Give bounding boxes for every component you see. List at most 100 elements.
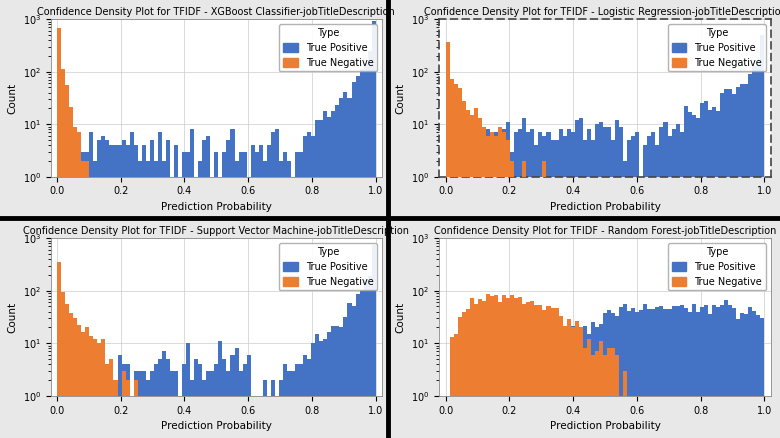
Bar (101, 380, 105, 438)
Bar (315, 334, 319, 438)
Bar (595, 327, 599, 438)
Bar (688, 112, 692, 438)
Bar (538, 132, 542, 438)
Bar (724, 300, 728, 438)
Legend: True Positive, True Negative: True Positive, True Negative (668, 243, 766, 290)
Bar (635, 311, 640, 438)
Bar (109, 359, 113, 438)
Bar (133, 380, 138, 438)
Bar (283, 364, 287, 438)
Bar (502, 348, 506, 438)
Bar (668, 136, 672, 438)
Bar (129, 132, 133, 438)
Bar (211, 371, 215, 438)
Bar (547, 132, 551, 438)
Bar (222, 359, 226, 438)
Bar (595, 351, 599, 438)
X-axis label: Prediction Probability: Prediction Probability (550, 202, 661, 212)
Bar (482, 127, 486, 438)
Bar (454, 334, 458, 438)
Bar (462, 396, 466, 438)
Bar (757, 61, 760, 438)
Bar (692, 304, 696, 438)
Bar (295, 364, 299, 438)
Bar (356, 294, 360, 438)
Bar (73, 127, 77, 438)
Bar (61, 355, 65, 438)
Bar (142, 145, 146, 438)
Bar (474, 108, 478, 438)
Bar (575, 332, 579, 438)
Bar (133, 145, 138, 438)
Bar (186, 343, 190, 438)
Bar (478, 348, 482, 438)
Bar (85, 152, 89, 438)
Bar (146, 380, 150, 438)
Bar (668, 309, 672, 438)
Bar (243, 152, 246, 438)
Bar (514, 132, 518, 438)
Bar (631, 396, 635, 438)
Bar (287, 371, 291, 438)
Bar (627, 140, 631, 438)
Bar (583, 140, 587, 438)
Bar (122, 140, 126, 438)
Bar (170, 371, 174, 438)
Bar (65, 145, 69, 438)
Bar (607, 127, 611, 438)
Bar (664, 122, 668, 438)
Bar (113, 380, 118, 438)
Bar (339, 99, 343, 438)
Bar (510, 341, 514, 438)
Bar (502, 132, 506, 438)
Bar (94, 161, 98, 438)
Bar (142, 371, 146, 438)
Bar (174, 145, 178, 438)
Bar (101, 177, 105, 438)
Bar (603, 313, 607, 438)
Bar (514, 298, 518, 438)
Bar (599, 122, 603, 438)
Bar (239, 371, 243, 438)
Bar (627, 311, 631, 438)
Bar (218, 341, 222, 438)
Bar (538, 305, 542, 438)
Bar (202, 140, 206, 438)
Bar (243, 364, 246, 438)
Bar (259, 145, 263, 438)
Bar (69, 152, 73, 438)
Bar (113, 145, 118, 438)
Bar (462, 136, 466, 438)
Bar (518, 129, 523, 438)
Bar (615, 316, 619, 438)
Bar (526, 302, 530, 438)
Bar (94, 348, 98, 438)
Bar (506, 140, 510, 438)
Bar (494, 339, 498, 438)
Bar (186, 152, 190, 438)
Y-axis label: Count: Count (395, 301, 406, 332)
Bar (486, 294, 490, 438)
Bar (562, 341, 566, 438)
Bar (323, 339, 328, 438)
Bar (716, 111, 720, 438)
Bar (575, 120, 579, 438)
Bar (587, 334, 591, 438)
Bar (101, 339, 105, 438)
Bar (551, 140, 555, 438)
Bar (607, 310, 611, 438)
Bar (77, 152, 81, 438)
Bar (77, 132, 81, 438)
Bar (555, 140, 558, 438)
Bar (599, 324, 603, 438)
Bar (343, 317, 347, 438)
Bar (122, 371, 126, 438)
Bar (534, 332, 538, 438)
Bar (490, 337, 494, 438)
Bar (311, 343, 315, 438)
Bar (77, 364, 81, 438)
Bar (708, 314, 712, 438)
Bar (347, 99, 352, 438)
Bar (523, 304, 526, 438)
Bar (704, 101, 708, 438)
